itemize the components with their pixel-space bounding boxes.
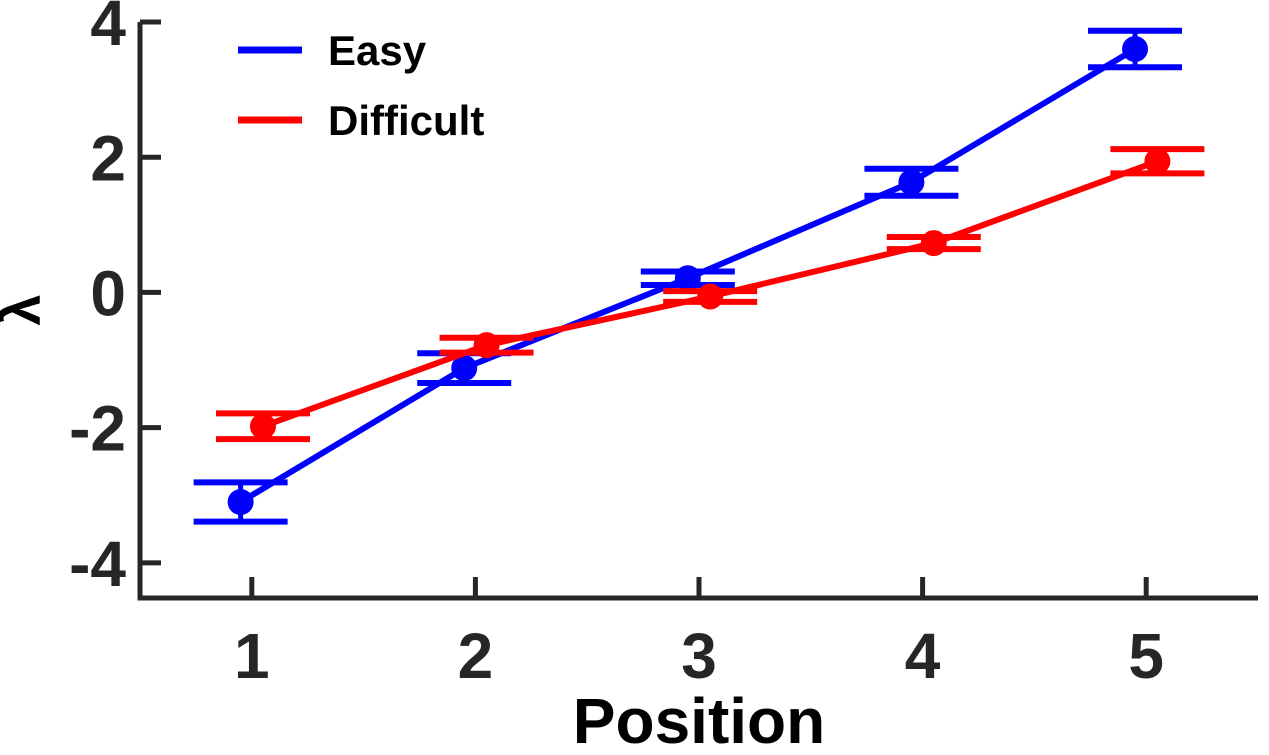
axes bbox=[137, 19, 1258, 601]
data-series bbox=[193, 27, 1205, 525]
y-tick-label: 2 bbox=[90, 122, 126, 194]
easy-marker-4 bbox=[898, 169, 925, 196]
easy-marker-2 bbox=[451, 355, 478, 382]
difficult-marker-1 bbox=[249, 413, 276, 440]
difficult-marker-3 bbox=[697, 283, 724, 310]
x-tick-label: 5 bbox=[1128, 620, 1164, 692]
x-tick-label: 2 bbox=[458, 620, 494, 692]
y-tick-label: 4 bbox=[90, 0, 126, 59]
easy-marker-5 bbox=[1122, 36, 1149, 63]
y-tick-label: 0 bbox=[90, 257, 126, 329]
x-tick-label: 4 bbox=[905, 620, 941, 692]
easy-marker-1 bbox=[227, 489, 254, 515]
y-tick-label: -4 bbox=[69, 528, 126, 600]
y-tick-label: -2 bbox=[69, 393, 126, 465]
difficult-marker-4 bbox=[920, 230, 947, 257]
x-tick-label: 3 bbox=[681, 620, 717, 692]
difficult-marker-2 bbox=[473, 332, 500, 359]
x-tick-label: 1 bbox=[234, 620, 270, 692]
x-axis-label: Position bbox=[573, 685, 825, 755]
tick-labels: -4 -2 0 2 4 1 2 3 4 5 bbox=[69, 0, 1164, 692]
easy-marker-3 bbox=[674, 265, 701, 292]
legend-difficult-label: Difficult bbox=[328, 97, 484, 144]
legend: Easy Difficult bbox=[238, 27, 484, 144]
difficult-marker-5 bbox=[1144, 148, 1171, 175]
legend-easy-label: Easy bbox=[328, 27, 427, 74]
y-axis-label: λ bbox=[0, 294, 52, 325]
